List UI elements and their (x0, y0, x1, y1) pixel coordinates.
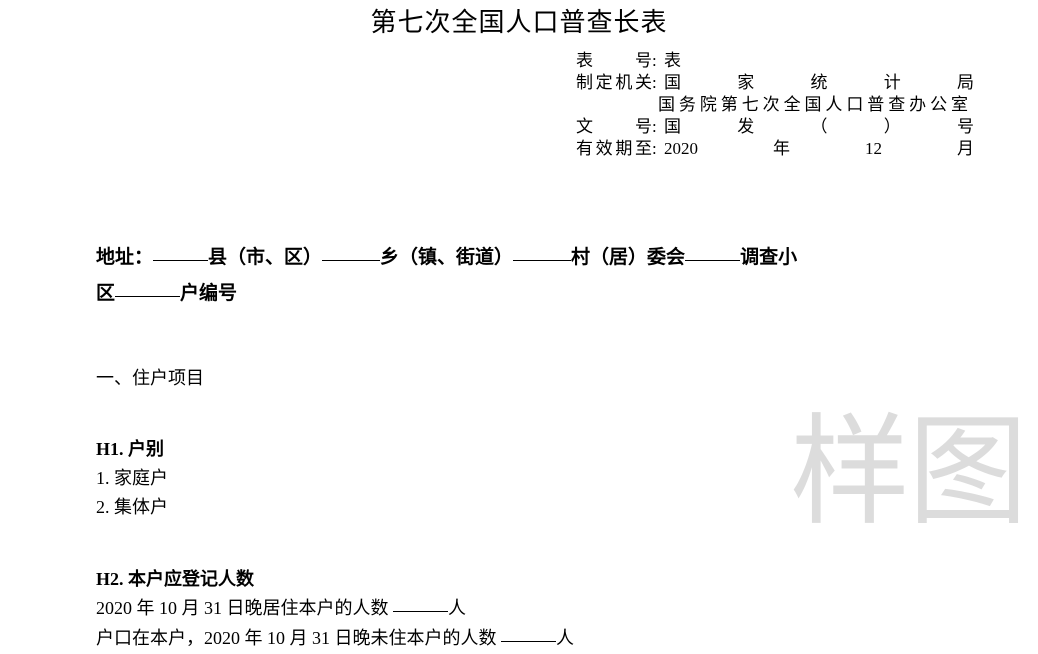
blank-h2-1[interactable] (393, 611, 448, 612)
h2-line2-suf: 人 (556, 628, 574, 648)
addr-town: 乡（镇、街道） (380, 247, 513, 268)
meta-agency-value-1: 国家统计局 (664, 72, 974, 94)
colon: : (652, 116, 658, 138)
blank-survey-area[interactable] (685, 260, 740, 261)
h1-option-2: 2. 集体户 (96, 493, 916, 523)
h1-option-1: 1. 家庭户 (96, 464, 916, 494)
blank-village[interactable] (513, 260, 571, 261)
addr-county: 县（市、区） (208, 247, 322, 268)
meta-doc-no-value: 国发（）号 (664, 116, 974, 138)
address-line-2: 区 户编号 (96, 276, 916, 312)
meta-form-no: 表 号 : 表 (576, 50, 974, 72)
meta-doc-no: 文 号 : 国发（）号 (576, 116, 974, 138)
colon: : (652, 50, 658, 72)
meta-valid-until: 有效期至 : 2020年12月 (576, 138, 974, 160)
section-1-heading: 一、住户项目 (96, 364, 916, 393)
address-line: 地址： 县（市、区） 乡（镇、街道） 村（居）委会 调查小 (96, 240, 916, 276)
body-content: 地址： 县（市、区） 乡（镇、街道） 村（居）委会 调查小 区 户编号 一、住户项目 H1… (96, 240, 916, 653)
h2-line1-pre: 2020 年 10 月 31 日晚居住本户的人数 (96, 598, 393, 618)
blank-h2-2[interactable] (501, 641, 556, 642)
addr-household-no: 户编号 (180, 283, 237, 304)
colon: : (652, 138, 658, 160)
meta-form-no-label: 表 号 (576, 50, 652, 72)
meta-agency: 制定机关 : 国家统计局 (576, 72, 974, 94)
h2-line2-pre: 户口在本户，2020 年 10 月 31 日晚未住本户的人数 (96, 628, 501, 648)
addr-line2-prefix: 区 (96, 283, 115, 304)
blank-town[interactable] (322, 260, 380, 261)
h2-title: H2. 本户应登记人数 (96, 565, 916, 594)
meta-block: 表 号 : 表 制定机关 : 国家统计局 国务院第七次全国人口普查办公室 文 号… (576, 50, 974, 160)
h2-block: H2. 本户应登记人数 2020 年 10 月 31 日晚居住本户的人数 人 户… (96, 565, 916, 653)
meta-doc-no-label: 文 号 (576, 116, 652, 138)
h1-block: H1. 户别 1. 家庭户 2. 集体户 (96, 435, 916, 523)
meta-agency-label: 制定机关 (576, 72, 652, 94)
blank-household-no[interactable] (115, 296, 180, 297)
addr-prefix: 地址： (96, 247, 153, 268)
h2-line-2: 户口在本户，2020 年 10 月 31 日晚未住本户的人数 人 (96, 624, 916, 654)
h2-line1-suf: 人 (448, 598, 466, 618)
addr-village: 村（居）委会 (571, 247, 685, 268)
meta-form-no-value: 表 (664, 50, 974, 72)
blank-county[interactable] (153, 260, 208, 261)
meta-valid-until-value: 2020年12月 (664, 138, 974, 160)
h2-line-1: 2020 年 10 月 31 日晚居住本户的人数 人 (96, 594, 916, 624)
meta-agency-value-2: 国务院第七次全国人口普查办公室 (658, 94, 968, 116)
page-title: 第七次全国人口普查长表 (0, 0, 1038, 44)
meta-valid-until-label: 有效期至 (576, 138, 652, 160)
colon: : (652, 72, 658, 94)
addr-survey: 调查小 (740, 247, 797, 268)
h1-title: H1. 户别 (96, 435, 916, 464)
